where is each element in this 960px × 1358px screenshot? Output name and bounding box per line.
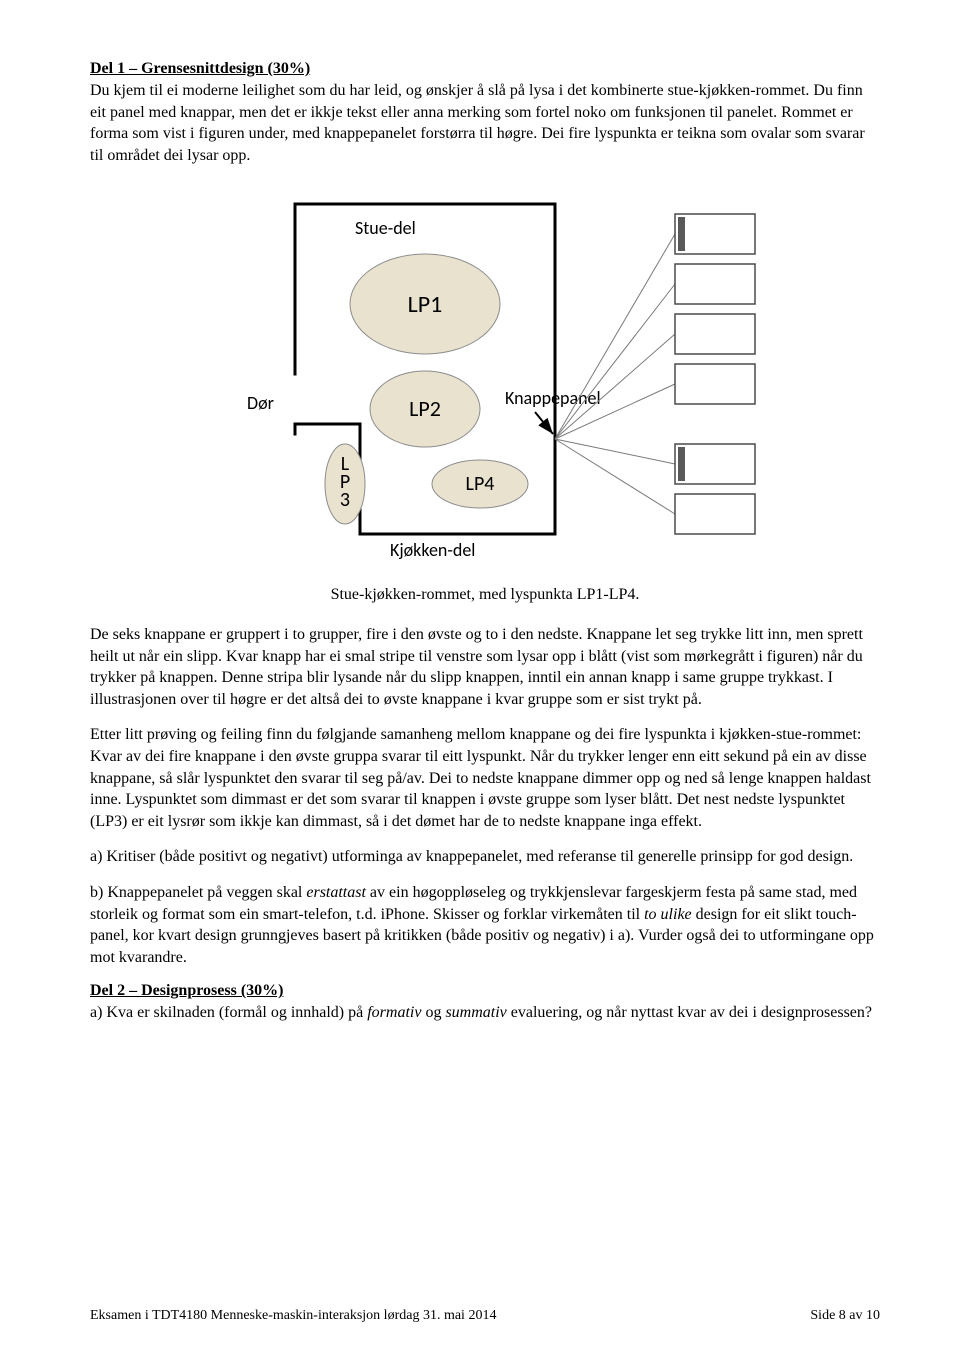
room-diagram: LP1LP2LP4LP3Stue-delDørKnappepanelKjøkke…	[205, 184, 765, 574]
body-para2: De seks knappane er gruppert i to gruppe…	[90, 624, 880, 710]
qa-em2: summativ	[445, 1004, 506, 1021]
qb-pre: b) Knappepanelet på veggen skal	[90, 884, 306, 901]
svg-text:LP4: LP4	[466, 472, 495, 496]
svg-text:LP2: LP2	[409, 395, 441, 422]
svg-text:Stue-del: Stue-del	[355, 217, 416, 239]
qa-em1: formativ	[367, 1004, 421, 1021]
section2-qa: a) Kva er skilnaden (formål og innhald) …	[90, 1002, 880, 1024]
qa-pre: a) Kva er skilnaden (formål og innhald) …	[90, 1004, 367, 1021]
section2-heading: Del 2 – Designprosess (30%)	[90, 982, 880, 1000]
diagram-caption: Stue-kjøkken-rommet, med lyspunkta LP1-L…	[90, 584, 880, 606]
page: Del 1 – Grensesnittdesign (30%) Du kjem …	[0, 0, 960, 1358]
question-b: b) Knappepanelet på veggen skal erstatta…	[90, 882, 880, 968]
qa-mid: og	[421, 1004, 445, 1021]
diagram-container: LP1LP2LP4LP3Stue-delDørKnappepanelKjøkke…	[90, 184, 880, 574]
body-para3: Etter litt prøving og feiling finn du fø…	[90, 724, 880, 832]
svg-text:Dør: Dør	[247, 392, 274, 414]
page-footer: Eksamen i TDT4180 Menneske-maskin-intera…	[90, 1308, 880, 1324]
footer-left: Eksamen i TDT4180 Menneske-maskin-intera…	[90, 1308, 496, 1324]
svg-text:Kjøkken-del: Kjøkken-del	[390, 539, 475, 561]
section1-para1: Du kjem til ei moderne leilighet som du …	[90, 80, 880, 166]
question-a: a) Kritiser (både positivt og negativt) …	[90, 846, 880, 868]
svg-text:3: 3	[340, 488, 350, 512]
qb-em1: erstattast	[306, 884, 366, 901]
svg-text:LP1: LP1	[408, 290, 443, 319]
qa-post: evaluering, og når nyttast kvar av dei i…	[507, 1004, 872, 1021]
qb-em2: to ulike	[644, 906, 692, 923]
section1-heading: Del 1 – Grensesnittdesign (30%)	[90, 60, 880, 78]
footer-right: Side 8 av 10	[810, 1308, 880, 1324]
